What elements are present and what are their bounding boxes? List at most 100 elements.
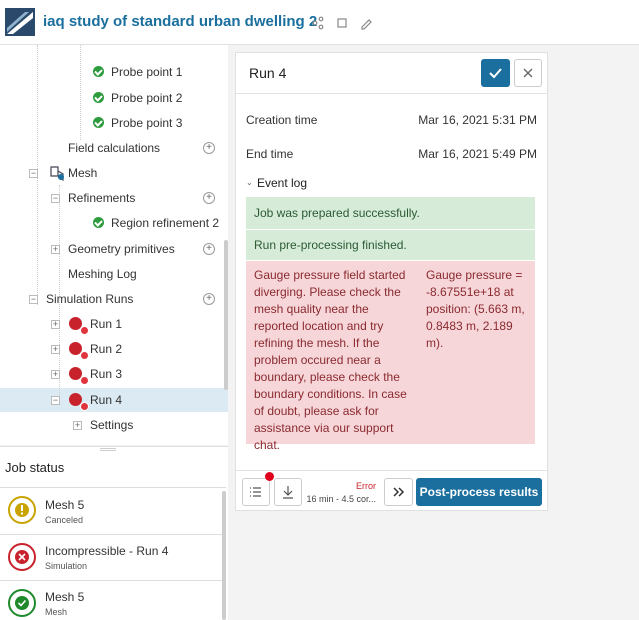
decoration: + bbox=[51, 344, 60, 354]
run-title: Run 4 bbox=[249, 65, 287, 81]
run-detail: 16 min - 4.5 cor... bbox=[306, 494, 376, 504]
header-icons[interactable] bbox=[312, 16, 372, 30]
decoration bbox=[361, 19, 372, 30]
logo bbox=[5, 8, 35, 36]
field-value: Mar 16, 2021 5:31 PM bbox=[418, 113, 537, 127]
job-status-panel: Job status Mesh 5 Canceled Incompressibl… bbox=[0, 446, 228, 620]
header: iaq study of standard urban dwelling 2 bbox=[0, 0, 639, 45]
tree-item[interactable]: Probe point 2 bbox=[111, 91, 183, 105]
decoration bbox=[312, 16, 372, 30]
tree-item[interactable]: Simulation Runs bbox=[46, 292, 134, 306]
job-name[interactable]: Mesh 5 bbox=[45, 590, 85, 604]
decoration bbox=[337, 18, 347, 28]
decoration: + bbox=[51, 244, 60, 254]
decoration bbox=[222, 491, 226, 620]
decoration bbox=[93, 92, 104, 103]
job-status: Simulation bbox=[45, 561, 88, 571]
tree-item[interactable]: Refinements bbox=[68, 191, 136, 205]
confirm-button[interactable] bbox=[481, 59, 510, 87]
event-message: Run pre-processing finished. bbox=[246, 230, 535, 260]
field-label: Creation time bbox=[246, 113, 318, 127]
expand-button[interactable] bbox=[384, 478, 413, 506]
error-detail: Gauge pressure = -8.67551e+18 at positio… bbox=[426, 268, 525, 350]
decoration: + bbox=[203, 293, 215, 305]
decoration bbox=[8, 496, 36, 524]
tree-item[interactable]: Geometry primitives bbox=[68, 242, 175, 256]
decoration bbox=[69, 317, 89, 335]
tree-item[interactable]: Run 4 bbox=[90, 393, 123, 407]
tree-item[interactable]: Run 1 bbox=[90, 317, 123, 331]
tree-item[interactable]: Mesh bbox=[68, 166, 98, 180]
job-status-title: Job status bbox=[5, 460, 65, 475]
decoration bbox=[18, 553, 26, 561]
decoration bbox=[69, 342, 89, 360]
decoration bbox=[393, 487, 405, 497]
decoration bbox=[17, 599, 27, 607]
job-name[interactable]: Incompressible - Run 4 bbox=[45, 544, 169, 558]
tree-item[interactable]: Region refinement 2 bbox=[111, 216, 220, 230]
tree-item[interactable]: Settings bbox=[90, 418, 134, 432]
decoration bbox=[312, 20, 318, 26]
decoration bbox=[0, 534, 226, 535]
success-icon bbox=[8, 589, 36, 617]
post-process-button[interactable]: Post-process results bbox=[416, 478, 542, 506]
event-message: Job was prepared successfully. bbox=[246, 197, 535, 229]
decoration bbox=[283, 486, 293, 499]
error-icon bbox=[8, 543, 36, 571]
decoration: − bbox=[29, 168, 38, 178]
decoration bbox=[236, 470, 547, 471]
decoration bbox=[393, 487, 405, 497]
decoration bbox=[15, 596, 29, 610]
decoration bbox=[93, 217, 104, 228]
tree-item[interactable]: Run 2 bbox=[90, 342, 123, 356]
download-button[interactable] bbox=[274, 478, 302, 506]
close-button[interactable] bbox=[514, 59, 542, 87]
decoration: + bbox=[203, 192, 215, 204]
decoration: ⌄ bbox=[246, 178, 253, 187]
decoration bbox=[59, 185, 60, 405]
error-message-box: Gauge pressure field started diverging. … bbox=[246, 261, 535, 452]
decoration bbox=[236, 93, 547, 94]
decoration bbox=[93, 66, 104, 77]
decoration: + bbox=[51, 319, 60, 329]
selected-row bbox=[0, 388, 228, 412]
tree-item[interactable]: Probe point 3 bbox=[111, 116, 183, 130]
job-name[interactable]: Mesh 5 bbox=[45, 498, 85, 512]
tree-item[interactable]: Probe point 1 bbox=[111, 65, 183, 79]
decoration bbox=[250, 487, 261, 497]
decoration bbox=[80, 45, 81, 140]
tree-item[interactable]: Run 3 bbox=[90, 367, 123, 381]
decoration bbox=[489, 68, 502, 79]
decoration: − bbox=[29, 294, 38, 304]
decoration bbox=[50, 166, 64, 181]
decoration bbox=[523, 68, 533, 78]
decoration bbox=[0, 487, 226, 488]
decoration bbox=[58, 174, 64, 180]
decoration bbox=[318, 16, 324, 22]
tree-item[interactable]: Meshing Log bbox=[68, 267, 137, 281]
run-panel: Run 4 Creation time Mar 16, 2021 5:31 PM… bbox=[235, 52, 548, 511]
run-status: Error bbox=[356, 481, 376, 491]
decoration bbox=[0, 580, 226, 581]
job-status: Mesh bbox=[45, 607, 68, 617]
decoration: + bbox=[203, 142, 215, 154]
decoration bbox=[7, 12, 29, 32]
decoration bbox=[489, 68, 502, 79]
decoration bbox=[224, 240, 228, 390]
list-button[interactable] bbox=[242, 478, 270, 506]
decoration: + bbox=[73, 420, 82, 430]
tree-item[interactable]: Field calculations bbox=[68, 141, 161, 155]
decoration bbox=[69, 367, 89, 385]
job-status: Canceled bbox=[45, 515, 84, 525]
decoration bbox=[250, 487, 261, 497]
decoration bbox=[69, 393, 89, 411]
decoration bbox=[8, 589, 36, 617]
decoration bbox=[100, 448, 116, 451]
decoration bbox=[7, 12, 33, 34]
event-log-title[interactable]: Event log bbox=[257, 176, 308, 190]
decoration: + bbox=[51, 369, 60, 379]
tree-panel bbox=[0, 45, 228, 445]
decoration bbox=[21, 512, 23, 515]
decoration: − bbox=[51, 193, 60, 203]
